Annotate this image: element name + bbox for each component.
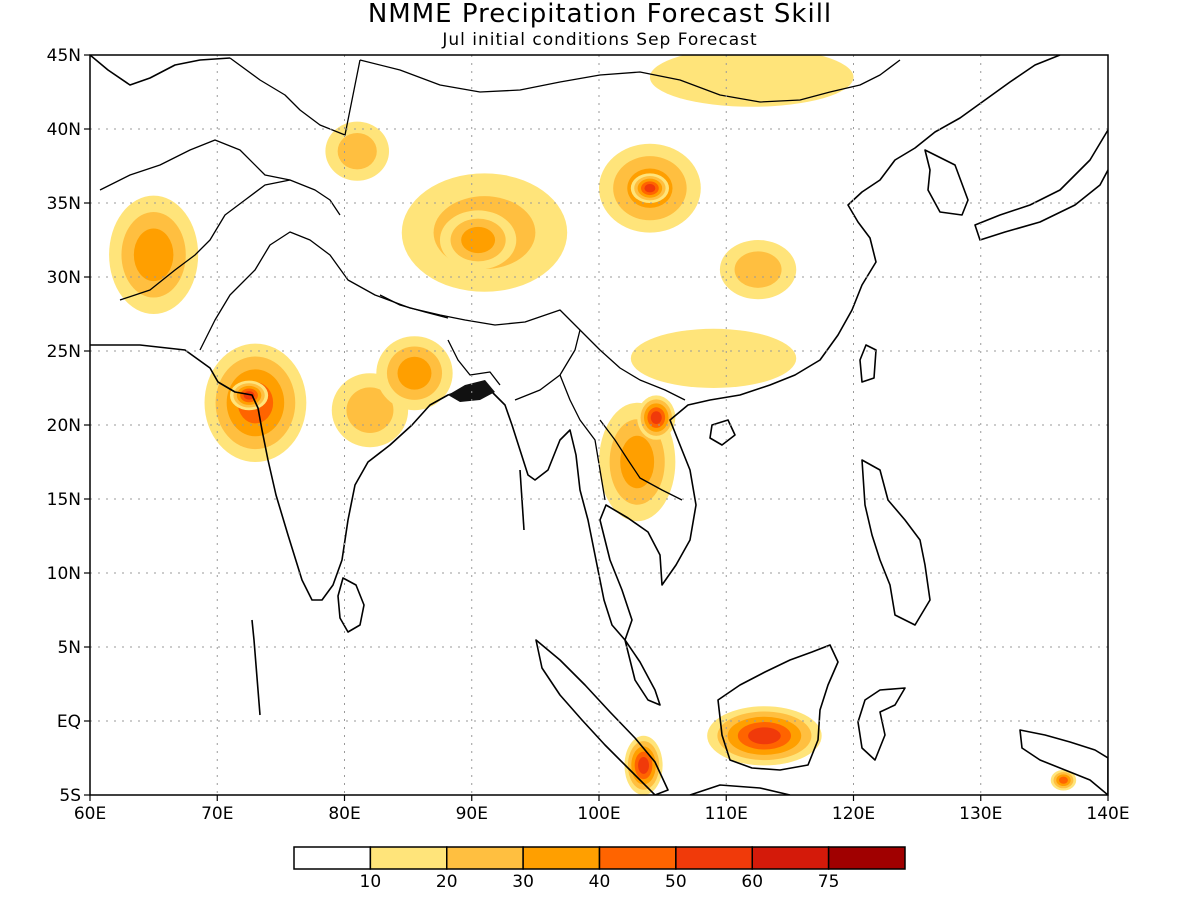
skill-region-mongolia bbox=[649, 55, 854, 107]
skill-contour bbox=[638, 756, 649, 774]
bangladesh-border bbox=[447, 339, 501, 386]
lon-tick-label: 130E bbox=[959, 804, 1002, 824]
mongolia-border bbox=[359, 59, 901, 103]
sri-lanka-coastline bbox=[337, 577, 365, 633]
skill-contour bbox=[461, 226, 496, 254]
borneo-coastline bbox=[717, 644, 839, 771]
skill-contour bbox=[630, 328, 797, 388]
colorbar-swatch bbox=[598, 846, 677, 870]
colorbar-swatch bbox=[827, 846, 906, 870]
colorbar-swatch bbox=[293, 846, 372, 870]
taiwan-coastline bbox=[859, 344, 877, 383]
lat-tick-label: 35N bbox=[47, 194, 81, 214]
skill-contour bbox=[644, 183, 656, 193]
korea-coastline bbox=[924, 149, 969, 216]
lat-tick-label: 45N bbox=[47, 46, 81, 66]
page-title: NMME Precipitation Forecast Skill bbox=[368, 0, 832, 29]
colorbar-label: 30 bbox=[512, 872, 534, 892]
lat-tick-label: 25N bbox=[47, 342, 81, 362]
japan-coastline bbox=[974, 129, 1108, 241]
pakistan-afghan-border bbox=[119, 179, 341, 301]
skill-region-northeast-india bbox=[376, 336, 453, 411]
skill-region-sichuan bbox=[719, 240, 797, 300]
page-subtitle: Jul initial conditions Sep Forecast bbox=[441, 30, 757, 50]
lat-tick-label: 40N bbox=[47, 120, 81, 140]
latitude-axis: 45N 40N 35N 30N 25N 20N 15N 10N 5N EQ 5S bbox=[47, 46, 90, 806]
andaman-islands bbox=[519, 469, 525, 531]
thailand-laos-border bbox=[599, 419, 683, 501]
sulawesi-coastline bbox=[857, 687, 906, 761]
lon-tick-label: 70E bbox=[201, 804, 233, 824]
skill-region-west-india-core bbox=[229, 380, 269, 411]
skill-region-afghanistan bbox=[109, 195, 199, 314]
lat-tick-label: 5N bbox=[57, 638, 81, 658]
skill-region-borneo bbox=[707, 706, 822, 766]
lat-tick-label: 5S bbox=[59, 786, 81, 806]
lon-tick-label: 60E bbox=[74, 804, 106, 824]
skill-shading-layer bbox=[109, 55, 1077, 795]
skill-contour bbox=[346, 387, 394, 433]
colorbar-swatch bbox=[446, 846, 524, 870]
skill-contour bbox=[337, 132, 377, 170]
skill-contour bbox=[397, 356, 432, 390]
skill-region-new-guinea bbox=[1050, 769, 1077, 791]
skill-region-tibet-core bbox=[439, 210, 517, 270]
lon-tick-label: 120E bbox=[832, 804, 875, 824]
skill-region-gansu-core bbox=[630, 173, 669, 203]
colorbar-label: 50 bbox=[665, 872, 687, 892]
indochina-border bbox=[579, 329, 686, 401]
colorbar-label: 60 bbox=[741, 872, 763, 892]
lat-tick-label: 20N bbox=[47, 416, 81, 436]
china-west-border bbox=[229, 57, 361, 136]
colorbar-swatch bbox=[369, 846, 448, 870]
skill-region-vietnam-north bbox=[637, 395, 676, 440]
sumatra-coastline bbox=[535, 639, 669, 795]
lon-tick-label: 110E bbox=[705, 804, 748, 824]
gridlines bbox=[90, 55, 1108, 795]
colorbar-label: 40 bbox=[589, 872, 611, 892]
west-boundary bbox=[90, 55, 231, 86]
colorbar-swatch bbox=[751, 846, 830, 870]
skill-region-tarim-basin bbox=[325, 121, 390, 181]
lon-tick-label: 80E bbox=[328, 804, 360, 824]
lon-tick-label: 90E bbox=[456, 804, 488, 824]
colorbar-label: 10 bbox=[360, 872, 382, 892]
malay-peninsula-coastline bbox=[624, 639, 661, 706]
myanmar-border bbox=[559, 374, 606, 501]
philippines-coastline bbox=[861, 459, 931, 626]
nepal-border bbox=[379, 294, 449, 319]
lat-tick-label: 30N bbox=[47, 268, 81, 288]
skill-contour bbox=[1059, 776, 1068, 784]
skill-contour bbox=[133, 228, 174, 282]
java-coastline bbox=[689, 784, 791, 795]
colorbar-label: 20 bbox=[436, 872, 458, 892]
asia-coastline bbox=[90, 55, 1061, 641]
country-borders-layer bbox=[99, 57, 901, 501]
skill-contour bbox=[620, 435, 655, 489]
skill-contour bbox=[748, 727, 781, 745]
colorbar-swatch bbox=[522, 846, 601, 870]
laccadive-islands bbox=[251, 619, 261, 716]
lat-tick-label: EQ bbox=[57, 712, 81, 732]
lon-tick-label: 140E bbox=[1086, 804, 1129, 824]
skill-contour bbox=[650, 411, 662, 424]
skill-contour bbox=[649, 55, 854, 107]
coastline-layer bbox=[90, 55, 1108, 795]
new-guinea-coastline bbox=[1019, 729, 1108, 795]
hainan-coastline bbox=[709, 419, 736, 446]
longitude-axis: 60E 70E 80E 90E 100E 110E 120E 130E 140E bbox=[74, 795, 1130, 824]
central-asia-border bbox=[99, 139, 291, 191]
colorbar: 10 20 30 40 50 60 75 bbox=[293, 846, 906, 892]
skill-contour bbox=[734, 251, 782, 288]
lon-tick-label: 100E bbox=[577, 804, 620, 824]
lat-tick-label: 15N bbox=[47, 490, 81, 510]
colorbar-label: 75 bbox=[818, 872, 840, 892]
skill-region-south-china bbox=[630, 328, 797, 388]
colorbar-swatch bbox=[675, 846, 753, 870]
lat-tick-label: 10N bbox=[47, 564, 81, 584]
